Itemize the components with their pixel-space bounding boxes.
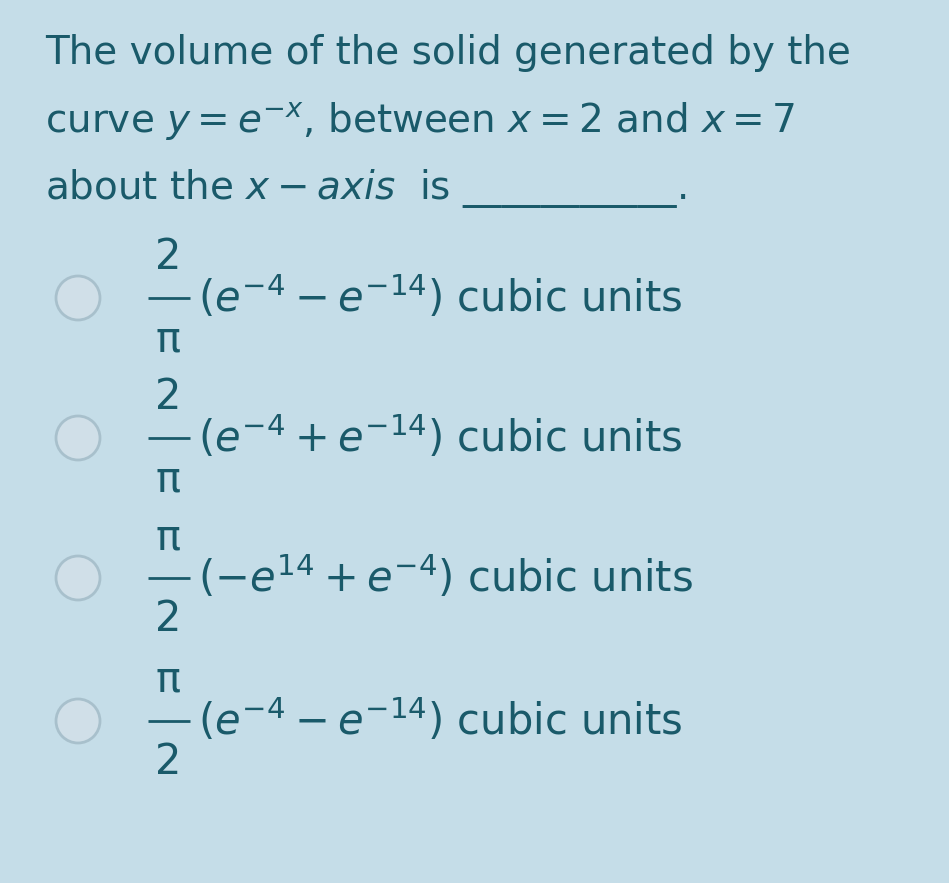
Text: about the $x - \mathit{axis}$  is ___________.: about the $x - \mathit{axis}$ is _______… <box>45 168 686 210</box>
Text: π: π <box>156 659 180 701</box>
Circle shape <box>56 416 100 460</box>
Circle shape <box>56 556 100 600</box>
Text: π: π <box>156 516 180 558</box>
Circle shape <box>56 276 100 320</box>
Circle shape <box>56 699 100 743</box>
Text: curve $y = e^{-x}$, between $x = 2$ and $x = 7$: curve $y = e^{-x}$, between $x = 2$ and … <box>45 100 795 142</box>
Text: π: π <box>156 318 180 360</box>
Text: $(-e^{14} + e^{-4})$ cubic units: $(-e^{14} + e^{-4})$ cubic units <box>198 555 693 601</box>
Text: 2: 2 <box>155 741 181 783</box>
Text: $(e^{-4} - e^{-14})$ cubic units: $(e^{-4} - e^{-14})$ cubic units <box>198 275 682 321</box>
Text: $(e^{-4} + e^{-14})$ cubic units: $(e^{-4} + e^{-14})$ cubic units <box>198 415 682 462</box>
Text: The volume of the solid generated by the: The volume of the solid generated by the <box>45 34 851 72</box>
Text: 2: 2 <box>155 598 181 640</box>
Text: 2: 2 <box>155 236 181 278</box>
Text: π: π <box>156 458 180 500</box>
Text: $(e^{-4} - e^{-14})$ cubic units: $(e^{-4} - e^{-14})$ cubic units <box>198 698 682 744</box>
Text: 2: 2 <box>155 376 181 418</box>
